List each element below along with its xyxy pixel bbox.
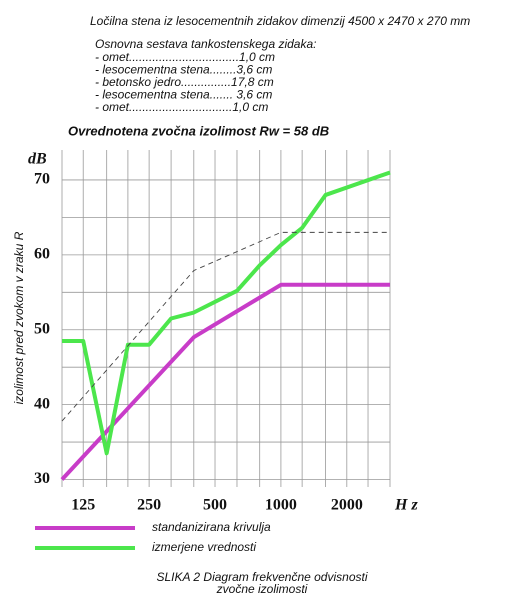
y-unit: dB: [28, 151, 47, 168]
legend-label: standanizirana krivulja: [152, 520, 271, 534]
x-tick-label: 125: [71, 497, 95, 514]
data-line: [62, 170, 391, 456]
composition-line: - lesocementna stena....... 3,6 cm: [95, 88, 272, 102]
y-tick-label: 70: [34, 171, 50, 188]
data-line: [60, 282, 390, 481]
x-tick-label: 500: [203, 497, 227, 514]
y-tick-label: 30: [34, 470, 50, 487]
x-tick-label: 250: [137, 497, 161, 514]
y-tick-label: 60: [34, 246, 50, 263]
x-tick-label: 2000: [331, 497, 363, 514]
caption: zvočne izolimosti: [216, 582, 308, 596]
composition-line: - omet.................................1…: [95, 50, 275, 64]
annotation: Ovrednotena zvočna izolimost Rw = 58 dB: [68, 123, 329, 138]
legend-label: izmerjene vrednosti: [152, 540, 256, 554]
chart-title: Ločilna stena iz lesocementnih zidakov d…: [90, 14, 470, 28]
x-axis-label: H z: [394, 497, 418, 514]
y-tick-label: 50: [34, 320, 50, 337]
y-tick-label: 40: [34, 395, 50, 412]
subtitle: Osnovna sestava tankostenskega zidaka:: [95, 37, 316, 51]
x-tick-label: 1000: [265, 497, 297, 514]
composition-line: - betonsko jedro...............17,8 cm: [95, 75, 274, 89]
composition-line: - omet...............................1,0…: [95, 100, 268, 114]
reference-line: [61, 231, 390, 422]
caption: SLIKA 2 Diagram frekvenčne odvisnosti: [157, 570, 368, 584]
composition-line: - lesocementna stena........3,6 cm: [95, 63, 272, 77]
y-axis-label: izolimost pred zvokom v zraku R: [12, 231, 26, 404]
